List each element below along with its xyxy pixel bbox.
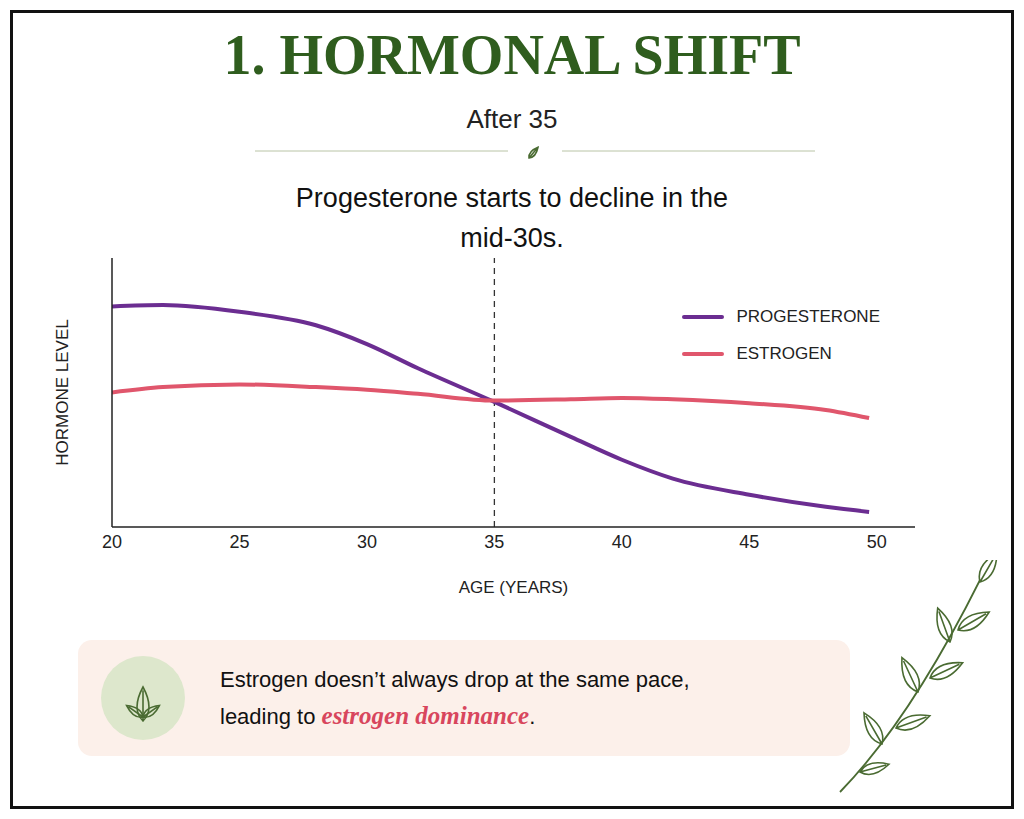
html-text:Progesterone starts to decline: Progesterone starts to decline in the mi… bbox=[295, 183, 729, 253]
svg-text:45: 45 bbox=[739, 532, 759, 552]
svg-text:HORMONE LEVEL: HORMONE LEVEL bbox=[53, 319, 72, 465]
svg-text:25: 25 bbox=[229, 532, 249, 552]
svg-text:AGE (YEARS): AGE (YEARS) bbox=[459, 578, 569, 597]
svg-text:50: 50 bbox=[867, 532, 887, 552]
html-text:PROGESTERONE: PROGESTERONE bbox=[736, 306, 880, 326]
html-text:After 35: After 35 bbox=[466, 104, 558, 134]
svg-text:20: 20 bbox=[102, 532, 122, 552]
html-text:Estrogen doesn’t always drop a: Estrogen doesn’t always drop at the same… bbox=[220, 667, 690, 729]
html-text:1. HORMONAL SHIFT: 1. HORMONAL SHIFT bbox=[223, 24, 801, 86]
svg-text:40: 40 bbox=[612, 532, 632, 552]
html-text:ESTROGEN: ESTROGEN bbox=[736, 343, 832, 363]
svg-text:30: 30 bbox=[357, 532, 377, 552]
svg-text:35: 35 bbox=[484, 532, 504, 552]
